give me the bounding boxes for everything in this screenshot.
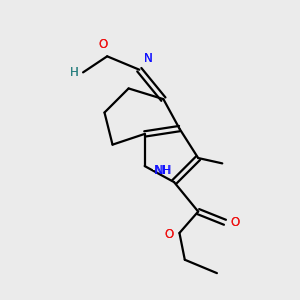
Bar bbox=[66, 67, 74, 78]
Text: O: O bbox=[231, 216, 240, 229]
Bar bbox=[163, 228, 173, 240]
Bar bbox=[153, 161, 167, 170]
Text: H: H bbox=[70, 66, 79, 79]
Text: NH: NH bbox=[154, 164, 172, 177]
Text: O: O bbox=[164, 228, 174, 241]
Text: O: O bbox=[231, 216, 240, 229]
Text: O: O bbox=[98, 38, 108, 52]
Text: H: H bbox=[70, 66, 79, 79]
Text: NH: NH bbox=[155, 164, 172, 177]
Bar bbox=[143, 57, 152, 67]
Text: N: N bbox=[144, 52, 153, 65]
Text: O: O bbox=[164, 228, 174, 241]
Bar bbox=[230, 216, 240, 228]
Text: O: O bbox=[98, 38, 108, 52]
Bar bbox=[97, 44, 106, 54]
Text: N: N bbox=[144, 52, 153, 65]
